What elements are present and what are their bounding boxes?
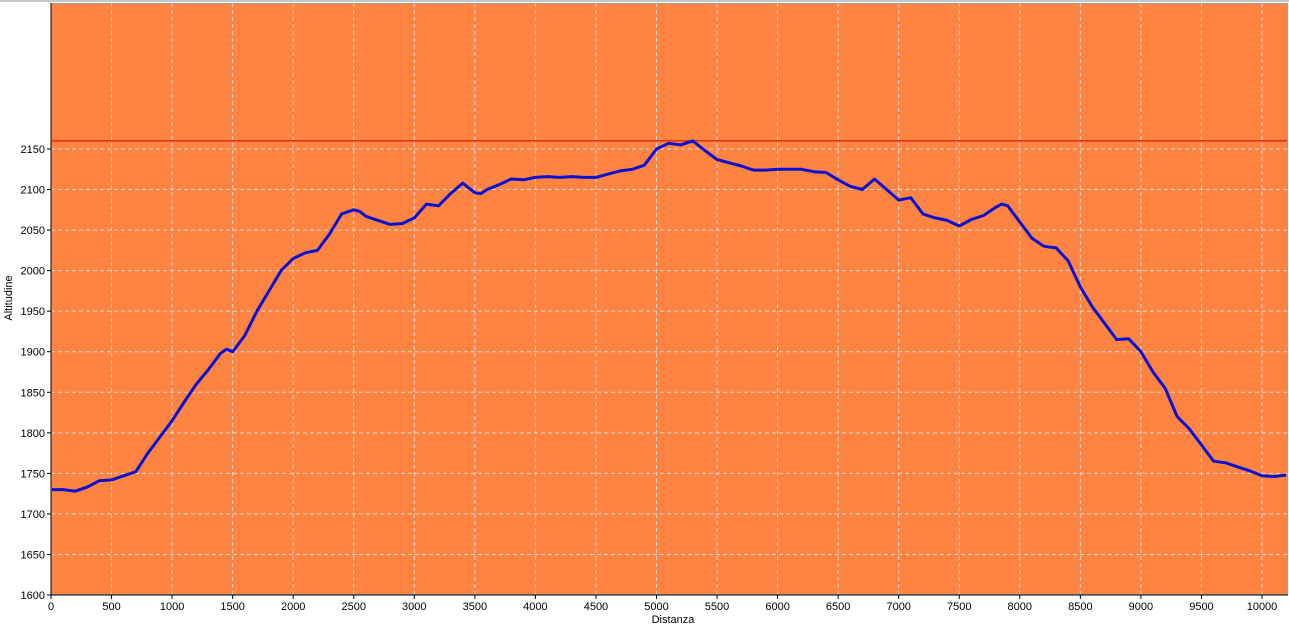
x-tick-label: 4000: [523, 601, 547, 613]
altitude-series-line: [51, 139, 1287, 493]
grid-lines: [51, 3, 1288, 595]
x-tick-label: 5000: [644, 601, 668, 613]
x-tick-label: 10000: [1247, 601, 1278, 613]
x-tick-label: 3000: [402, 601, 426, 613]
x-tick-label: 1000: [160, 601, 184, 613]
x-tick-label: 0: [48, 601, 54, 613]
y-tick-label: 1800: [21, 428, 45, 440]
x-tick-label: 500: [102, 601, 120, 613]
x-tick-label: 2000: [281, 601, 305, 613]
y-axis-title: Altitudine: [3, 275, 15, 320]
x-axis-title: Distanza: [652, 614, 696, 625]
x-tick-label: 1500: [220, 601, 244, 613]
x-tick-label: 2500: [342, 601, 366, 613]
y-tick-label: 1600: [21, 590, 45, 602]
x-tick-label: 5500: [705, 601, 729, 613]
x-tick-label: 7500: [947, 601, 971, 613]
plot-background: [51, 3, 1288, 595]
y-tick-label: 1650: [21, 549, 45, 561]
window-top-border: [0, 0, 1289, 2]
x-tick-label: 4500: [584, 601, 608, 613]
y-tick-label: 2150: [21, 144, 45, 156]
y-tick-label: 1950: [21, 306, 45, 318]
y-tick-label: 1850: [21, 387, 45, 399]
y-tick-label: 1900: [21, 347, 45, 359]
x-tick-label: 8000: [1008, 601, 1032, 613]
y-tick-label: 2050: [21, 225, 45, 237]
y-tick-label: 1750: [21, 468, 45, 480]
x-tick-label: 8500: [1068, 601, 1092, 613]
axis-ticks: 1600 1650 1700 1750 1800 1850 1900 1950 2000 2050…: [21, 144, 1278, 613]
x-tick-label: 3500: [463, 601, 487, 613]
y-tick-label: 2000: [21, 266, 45, 278]
x-tick-label: 9500: [1189, 601, 1213, 613]
x-tick-label: 6500: [826, 601, 850, 613]
x-tick-label: 6000: [765, 601, 789, 613]
y-tick-label: 2100: [21, 185, 45, 197]
x-tick-label: 7000: [886, 601, 910, 613]
x-tick-label: 9000: [1129, 601, 1153, 613]
y-tick-label: 1700: [21, 509, 45, 521]
